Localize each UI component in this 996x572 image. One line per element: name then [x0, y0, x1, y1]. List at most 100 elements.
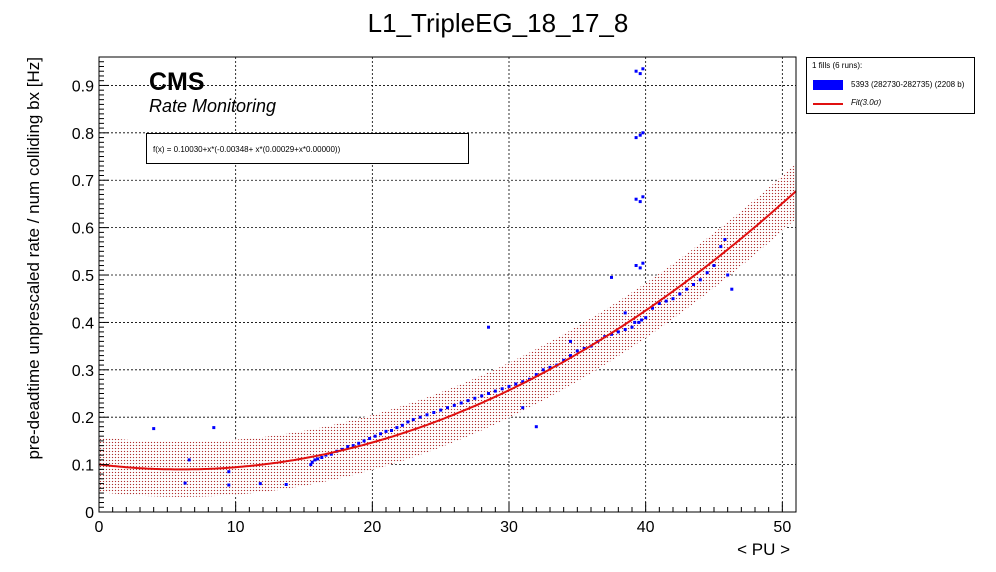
data-point: [638, 133, 642, 137]
data-point: [634, 197, 638, 201]
y-tick-label: 0.8: [72, 126, 94, 143]
data-point: [411, 418, 415, 422]
y-tick-label: 0.2: [72, 410, 94, 427]
data-point: [309, 463, 313, 467]
data-point: [432, 411, 436, 414]
data-point: [616, 330, 620, 334]
data-point: [357, 441, 361, 445]
data-point: [227, 470, 231, 474]
fit-formula-text: f(x) = 0.10030+x*(-0.00348+ x*(0.00029+x…: [153, 145, 341, 154]
legend-entry-data: 5393 (282730-282735) (2208 b): [807, 77, 974, 93]
data-point: [641, 261, 645, 265]
data-point: [664, 299, 668, 303]
data-point: [493, 389, 497, 393]
y-tick-label: 0.3: [72, 363, 94, 380]
x-tick-label: 30: [500, 519, 518, 536]
x-tick-label: 20: [363, 519, 381, 536]
data-point: [562, 358, 566, 362]
data-point: [569, 354, 572, 358]
y-tick-label: 0.9: [72, 78, 94, 95]
y-tick-label: 0.5: [72, 268, 94, 285]
legend-swatch-fit: [813, 103, 843, 105]
legend-swatch-data: [813, 80, 843, 90]
data-point: [384, 429, 388, 433]
data-point: [723, 238, 727, 241]
data-point: [569, 339, 572, 343]
data-point: [548, 365, 552, 369]
data-point: [685, 287, 689, 291]
y-tick-label: 0.7: [72, 173, 94, 190]
data-point: [692, 283, 695, 286]
data-point: [373, 434, 377, 438]
data-point: [641, 67, 645, 71]
data-point: [446, 406, 449, 410]
data-point: [152, 427, 156, 431]
data-point: [395, 426, 399, 430]
data-point: [582, 347, 586, 350]
data-point: [480, 394, 484, 398]
data-point: [439, 408, 443, 412]
data-point: [638, 266, 642, 270]
data-point: [507, 384, 511, 388]
x-tick-label: 50: [773, 519, 791, 536]
data-point: [698, 278, 702, 282]
data-point: [514, 382, 518, 386]
data-point: [644, 316, 648, 320]
legend-label-data: 5393 (282730-282735) (2208 b): [851, 80, 965, 89]
data-point: [310, 460, 314, 464]
data-point: [638, 200, 642, 204]
data-point: [640, 318, 644, 322]
data-point: [346, 445, 350, 449]
data-point: [390, 429, 393, 432]
data-point: [541, 368, 545, 372]
legend-header: 1 fills (6 runs):: [812, 61, 863, 70]
data-point: [466, 399, 470, 403]
data-point: [634, 136, 638, 140]
data-point: [719, 245, 723, 249]
data-point: [187, 458, 191, 462]
data-points: [152, 67, 734, 487]
fit-band-area: [99, 163, 796, 497]
data-point: [258, 482, 262, 486]
data-point: [418, 415, 422, 419]
data-point: [500, 387, 504, 391]
data-point: [329, 452, 333, 456]
x-axis-label: < PU >: [737, 540, 790, 559]
y-axis-label: pre-deadtime unprescaled rate / num coll…: [24, 57, 43, 460]
data-point: [575, 349, 579, 353]
data-point: [633, 320, 637, 324]
fit-curve: [98, 190, 797, 471]
data-point: [183, 481, 187, 485]
data-point: [459, 401, 463, 405]
data-point: [712, 264, 716, 267]
data-point: [638, 72, 642, 76]
plot-axes: 0 10 20 30 40 50 0 0.1 0.2 0.3 0.4 0.5 0.6 0.7 0.8 0.9: [72, 56, 797, 536]
data-point: [324, 453, 328, 457]
data-point: [406, 420, 410, 424]
data-point: [534, 425, 538, 429]
data-point: [623, 311, 627, 315]
data-point: [379, 432, 382, 436]
fit-line: [98, 190, 797, 471]
data-point: [730, 287, 734, 291]
data-point: [487, 392, 490, 395]
rate-monitoring-label: Rate Monitoring: [149, 96, 277, 116]
data-point: [630, 325, 634, 329]
fit-formula-box: f(x) = 0.10030+x*(-0.00348+ x*(0.00029+x…: [146, 133, 469, 164]
data-point: [351, 444, 355, 448]
fit-uncertainty-band: [99, 163, 796, 497]
data-point: [521, 380, 525, 384]
data-point: [362, 439, 366, 443]
data-point: [726, 273, 730, 277]
y-tick-label: 0.4: [72, 315, 94, 332]
legend: 1 fills (6 runs): 5393 (282730-282735) (…: [806, 57, 975, 114]
data-point: [623, 328, 627, 331]
data-point: [400, 423, 404, 427]
data-point: [671, 297, 675, 301]
data-point: [634, 264, 638, 267]
data-point: [316, 457, 320, 461]
data-point: [368, 437, 372, 440]
data-point: [678, 292, 682, 296]
data-point: [705, 271, 709, 275]
